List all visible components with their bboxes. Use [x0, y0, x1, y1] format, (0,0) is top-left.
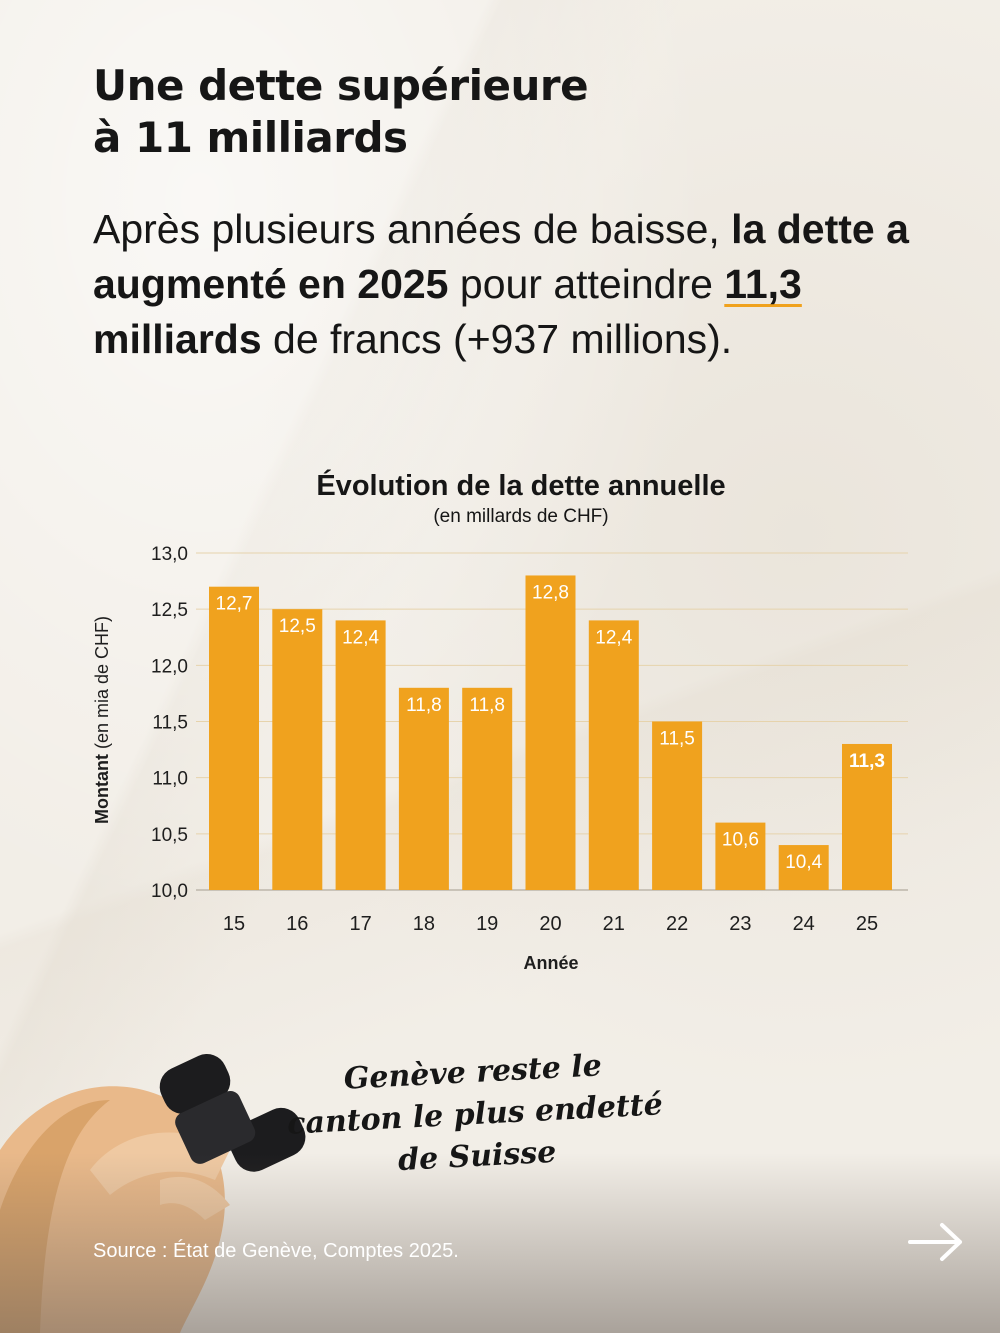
intro-part3: de francs (+937 millions).	[261, 316, 733, 362]
x-tick-label: 20	[539, 913, 561, 935]
x-tick-label: 16	[286, 913, 308, 935]
y-tick-label: 11,5	[152, 713, 188, 734]
y-axis-label-bold: Montant	[92, 754, 112, 824]
source-note: Source : État de Genève, Comptes 2025.	[93, 1240, 459, 1262]
bar	[652, 721, 703, 890]
x-axis-label: Année	[523, 953, 578, 973]
y-tick-label: 13,0	[151, 544, 188, 565]
bar-value-label: 10,4	[785, 852, 822, 873]
arrow-right-icon[interactable]	[908, 1222, 964, 1262]
bar	[778, 845, 829, 890]
bar	[462, 687, 513, 890]
headline-highlight: 11 milliards	[132, 112, 420, 164]
bar-value-label: 11,3	[849, 751, 885, 772]
bar	[209, 586, 259, 890]
intro-bold3: milliards	[93, 316, 262, 362]
intro-paragraph: Après plusieurs années de baisse, la det…	[93, 202, 913, 367]
bar	[715, 822, 766, 890]
bar	[335, 620, 386, 890]
x-tick-label: 21	[603, 913, 625, 935]
bar-value-label: 12,7	[216, 594, 253, 615]
intro-part1: Après plusieurs années de baisse,	[93, 206, 732, 252]
bar-value-label: 12,8	[532, 582, 569, 603]
y-tick-label: 12,0	[151, 656, 188, 677]
headline-line1: Une dette supérieure	[93, 61, 589, 110]
bar-value-label: 11,5	[659, 729, 695, 750]
bar	[525, 575, 576, 890]
x-tick-label: 17	[349, 913, 371, 935]
bar	[398, 687, 449, 890]
handwritten-quote: Genève reste le canton le plus endetté d…	[286, 1048, 664, 1179]
headline: Une dette supérieure à 11 milliards	[93, 60, 589, 164]
chart-subtitle: (en millards de CHF)	[433, 506, 609, 527]
bar-value-label: 10,6	[722, 830, 759, 851]
debt-bar-chart: 10,0 10,5 11,0 11,5 12,0 12,5 13,0 12,7 15 12,5 16…	[92, 544, 908, 973]
x-tick-label: 25	[856, 913, 878, 935]
bar	[588, 620, 639, 890]
headline-line2-prefix: à	[93, 113, 135, 162]
y-axis-label: Montant (en mia de CHF)	[92, 616, 112, 824]
headline-highlight-text: 11 milliards	[134, 113, 408, 162]
x-tick-label: 24	[793, 913, 815, 935]
x-tick-label: 15	[223, 913, 245, 935]
intro-bold1: la dette a augmenté en 2025	[93, 206, 909, 307]
y-tick-label: 10,5	[151, 825, 188, 846]
x-tick-label: 18	[413, 913, 435, 935]
bar-value-label: 12,4	[342, 627, 379, 648]
intro-bold2: 11,3	[724, 261, 802, 307]
bar	[842, 743, 892, 890]
bar	[272, 609, 323, 890]
bar-value-label: 12,5	[279, 616, 316, 637]
x-tick-label: 23	[729, 913, 751, 935]
y-tick-label: 10,0	[151, 881, 188, 902]
x-tick-label: 19	[476, 913, 498, 935]
bar-value-label: 11,8	[406, 695, 442, 716]
x-tick-label: 22	[666, 913, 688, 935]
y-tick-label: 12,5	[151, 600, 188, 621]
bottom-fade	[0, 1153, 1000, 1333]
y-axis-label-rest: (en mia de CHF)	[92, 616, 112, 754]
bar-value-label: 12,4	[595, 627, 632, 648]
chart-title: Évolution de la dette annuelle	[316, 470, 726, 502]
bar-value-label: 11,8	[469, 695, 505, 716]
y-tick-label: 11,0	[152, 769, 188, 790]
intro-part2: pour atteindre	[448, 261, 725, 307]
